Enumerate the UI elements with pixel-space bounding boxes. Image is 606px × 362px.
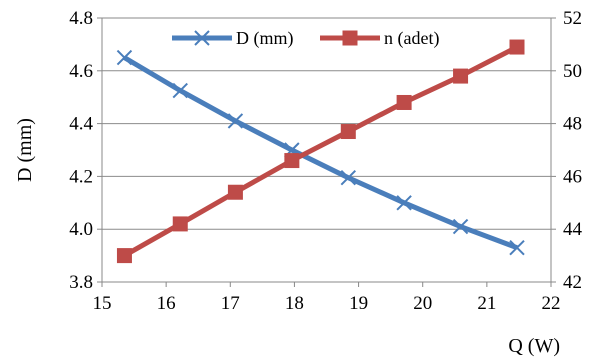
y-tick-label: 4.2 [69, 166, 93, 187]
data-point-0 [396, 195, 412, 211]
data-point-1 [453, 68, 469, 84]
data-point-1 [172, 216, 188, 232]
data-point-1 [396, 94, 412, 110]
y-tick-label: 4.0 [69, 219, 93, 240]
data-point-1 [284, 153, 300, 169]
series-line-0 [123, 55, 518, 251]
x-tick-label: 16 [157, 293, 176, 314]
x-axis-ticks: 15 16 17 18 19 20 21 22 [93, 282, 561, 314]
y2-tick-label: 50 [563, 61, 582, 82]
legend-marker-d [194, 30, 210, 46]
legend: D (mm) n (adet) [172, 28, 439, 49]
x-tick-label: 21 [477, 293, 496, 314]
y2-tick-label: 48 [563, 114, 582, 135]
data-point-0 [340, 170, 357, 186]
series-0 [116, 49, 525, 256]
series-1 [116, 39, 525, 264]
x-tick-label: 15 [93, 293, 112, 314]
data-point-0 [509, 239, 525, 256]
gridlines [102, 17, 551, 283]
legend-label-d: D (mm) [236, 28, 294, 49]
data-point-1 [227, 184, 243, 200]
legend-marker-shape [342, 30, 358, 46]
legend-label-n: n (adet) [384, 28, 439, 49]
data-point-1 [340, 124, 356, 140]
series-layer [116, 39, 525, 264]
data-point-0 [227, 113, 244, 129]
y2-tick-label: 44 [563, 219, 583, 240]
legend-marker-shape [194, 30, 210, 46]
data-point-0 [116, 49, 133, 66]
y-tick-label: 3.8 [69, 272, 93, 293]
legend-marker-n [342, 30, 358, 46]
data-point-0 [172, 82, 188, 99]
x-tick-label: 20 [413, 293, 432, 314]
y2-tick-label: 46 [563, 166, 582, 187]
plot-area-frame [101, 17, 552, 283]
data-point-1 [509, 39, 525, 55]
y-tick-label: 4.6 [69, 61, 93, 82]
y-axis-ticks: 3.8 4.0 4.2 4.4 4.6 4.8 [69, 8, 102, 293]
x-tick-label: 17 [221, 293, 240, 314]
y2-tick-label: 42 [563, 272, 582, 293]
y-tick-label: 4.8 [69, 8, 93, 29]
x-tick-label: 22 [542, 293, 561, 314]
x-axis-title: Q (W) [508, 335, 560, 357]
data-point-0 [452, 218, 469, 235]
y2-axis-ticks: 42 44 46 48 50 52 [551, 8, 583, 293]
x-tick-label: 18 [285, 293, 304, 314]
y-axis-title: D (mm) [14, 118, 36, 182]
y-tick-label: 4.4 [69, 114, 93, 135]
y2-tick-label: 52 [563, 8, 582, 29]
data-point-1 [116, 248, 132, 264]
series-line-1 [123, 44, 519, 258]
x-tick-label: 19 [349, 293, 368, 314]
